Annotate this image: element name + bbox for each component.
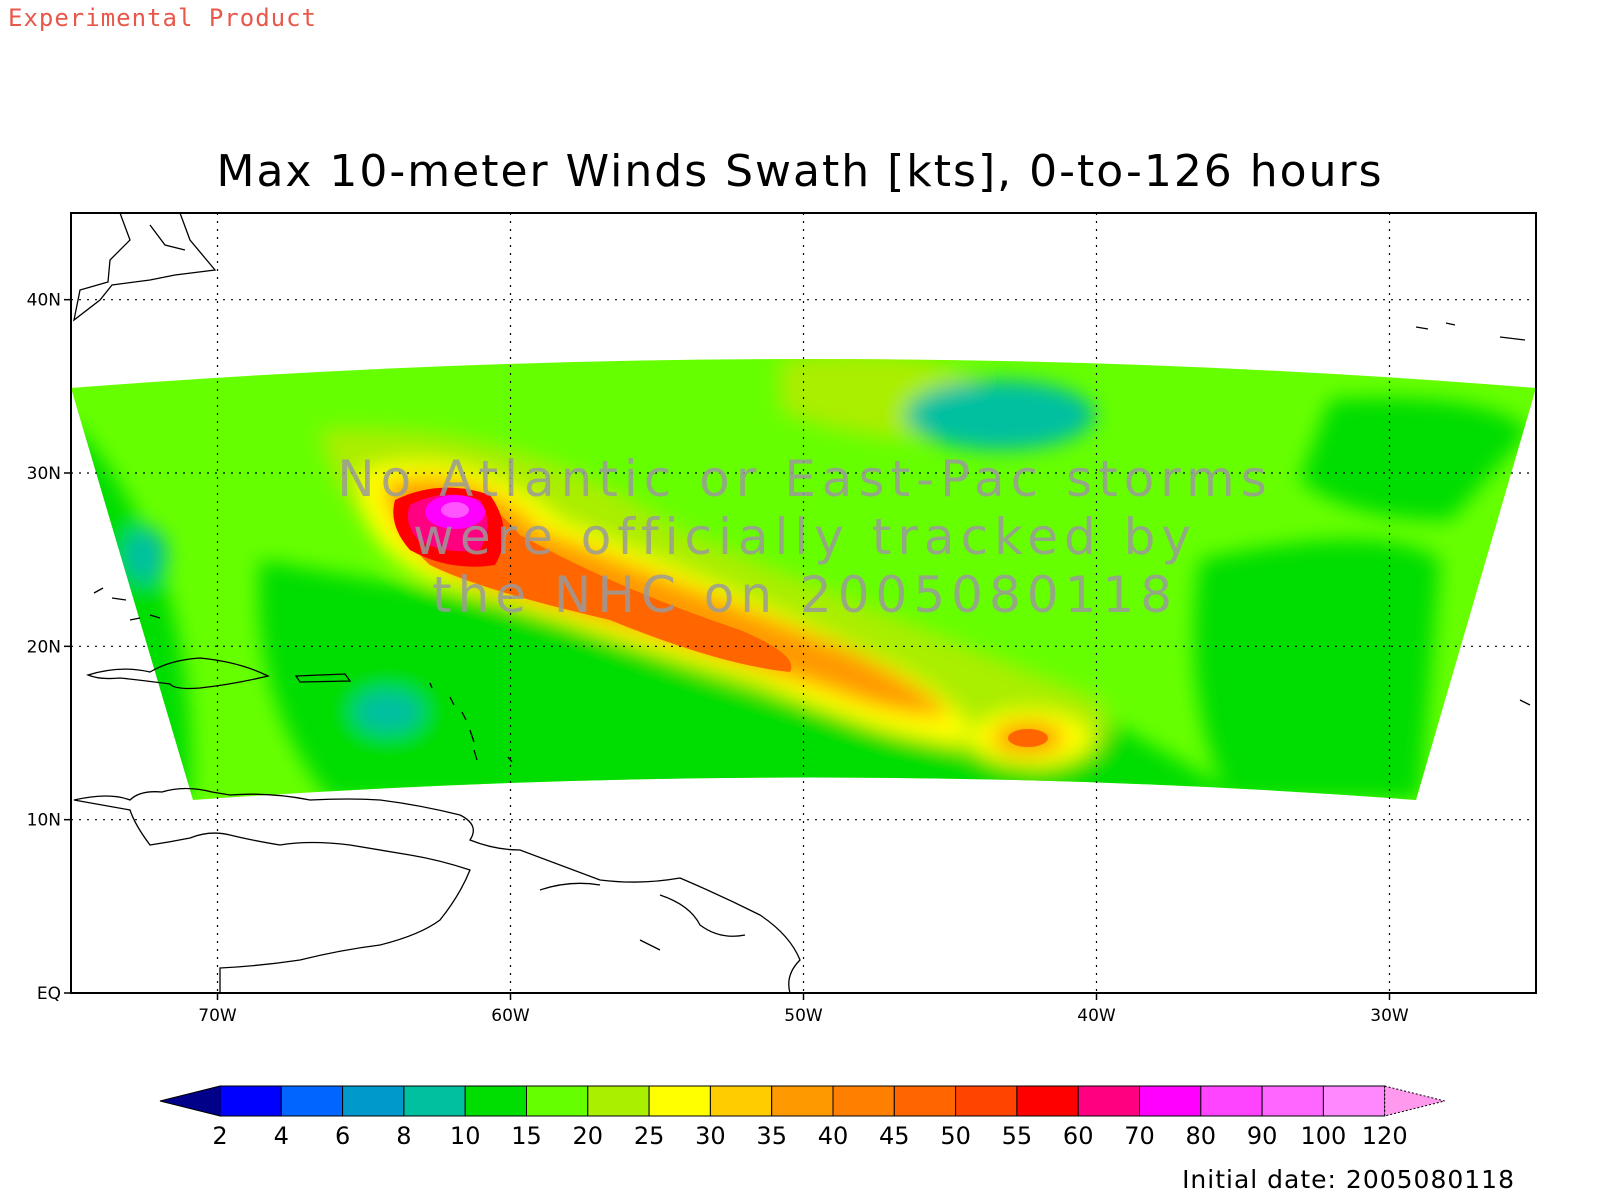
swath-40kt-track — [385, 478, 950, 716]
lon-label: 70W — [198, 1006, 237, 1026]
swath-80kt-core — [441, 502, 469, 518]
colorbar-cell — [1261, 1085, 1324, 1117]
colorbar-label: 25 — [634, 1122, 665, 1150]
colorbar-label: 20 — [573, 1122, 604, 1150]
colorbar-cell — [403, 1085, 466, 1117]
product-label: Experimental Product — [8, 4, 317, 32]
colorbar-cell — [342, 1085, 405, 1117]
lat-label: 30N — [27, 464, 61, 484]
colorbar-label: 100 — [1300, 1122, 1346, 1150]
notice-line: were officially tracked by — [413, 508, 1197, 566]
swath-8kt-west — [123, 527, 167, 583]
colorbar-cell — [587, 1085, 650, 1117]
colorbar-cell — [771, 1085, 834, 1117]
colorbar-label: 70 — [1124, 1122, 1155, 1150]
wind-swath-field — [71, 359, 1536, 800]
colorbar-cell — [893, 1085, 957, 1117]
colorbar-label: 40 — [818, 1122, 849, 1150]
lat-label: 40N — [27, 291, 61, 311]
colorbar-min-arrow — [159, 1085, 221, 1117]
colorbar-label: 90 — [1247, 1122, 1278, 1150]
colorbar-label: 4 — [274, 1122, 289, 1150]
notice-line: the NHC on 2005080118 — [432, 566, 1178, 624]
colorbar-label: 2 — [212, 1122, 227, 1150]
colorbar-cell — [1016, 1085, 1079, 1117]
swath-8kt-north — [905, 380, 1095, 450]
colorbar-label: 30 — [695, 1122, 726, 1150]
colorbar-label: 8 — [396, 1122, 411, 1150]
map-title: Max 10-meter Winds Swath [kts], 0-to-126… — [216, 146, 1383, 197]
colorbar-cell — [1139, 1085, 1202, 1117]
colorbar-cell — [464, 1085, 528, 1117]
latitude-labels: 40N 30N 20N 10N EQ — [27, 291, 71, 1004]
swath-10kt-east — [1194, 540, 1440, 800]
lon-label: 60W — [491, 1006, 530, 1026]
lat-label: 10N — [27, 811, 61, 831]
colorbar-cell — [832, 1085, 895, 1117]
lat-label: EQ — [37, 984, 61, 1004]
colorbar-cell — [219, 1085, 282, 1117]
colorbar-label: 55 — [1002, 1122, 1033, 1150]
colorbar-label: 35 — [756, 1122, 787, 1150]
colorbar-label: 15 — [511, 1122, 542, 1150]
swath-10kt-northeast — [1300, 398, 1530, 520]
lat-label: 20N — [27, 637, 61, 657]
colorbar-label: 120 — [1362, 1122, 1408, 1150]
colorbar-cell — [1322, 1085, 1386, 1117]
notice-line: No Atlantic or East-Pac storms — [337, 450, 1273, 508]
colorbar-cell — [955, 1085, 1018, 1117]
coastlines — [73, 213, 1531, 993]
colorbar-label: 10 — [450, 1122, 481, 1150]
swath-50kt-east — [1008, 729, 1048, 747]
lon-label: 50W — [784, 1006, 823, 1026]
colorbar-cell — [648, 1085, 711, 1117]
colorbar-label: 6 — [335, 1122, 350, 1150]
colorbar-label: 45 — [879, 1122, 910, 1150]
map-gridlines — [71, 213, 1536, 993]
initial-date: Initial date: 2005080118 — [1182, 1165, 1515, 1194]
lon-label: 40W — [1077, 1006, 1116, 1026]
longitude-labels: 70W 60W 50W 40W 30W — [198, 993, 1409, 1026]
swath-8kt-island — [353, 690, 423, 734]
colorbar-cell — [280, 1085, 344, 1117]
lon-label: 30W — [1370, 1006, 1409, 1026]
colorbar-cell — [1200, 1085, 1263, 1117]
colorbar-cell — [1077, 1085, 1140, 1117]
colorbar-label: 60 — [1063, 1122, 1094, 1150]
colorbar: 2 4 6 8 10 15 20 25 30 35 40 45 50 55 60 70 80 90 100 120 — [159, 1085, 1445, 1150]
colorbar-cell — [709, 1085, 773, 1117]
colorbar-label: 80 — [1186, 1122, 1217, 1150]
colorbar-max-arrow — [1384, 1085, 1445, 1117]
colorbar-cell — [526, 1085, 589, 1117]
colorbar-label: 50 — [940, 1122, 971, 1150]
